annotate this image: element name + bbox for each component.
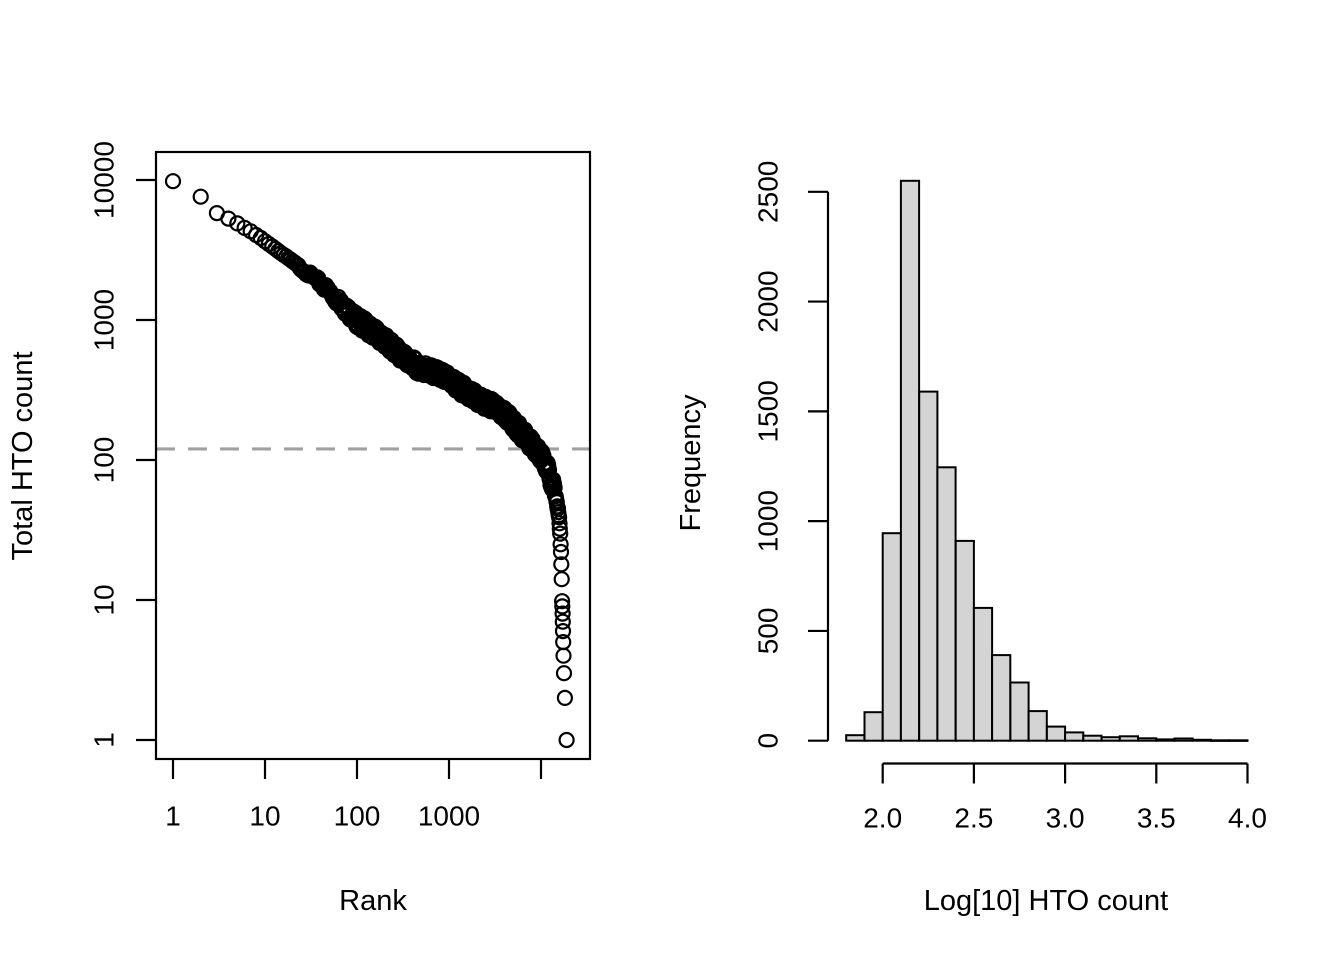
x-tick-label: 4.0 [1228, 802, 1267, 833]
y-tick-label: 2500 [752, 161, 783, 223]
y-tick-label: 1000 [752, 490, 783, 552]
y-tick-label: 1500 [752, 380, 783, 442]
histogram-bar [1210, 739, 1231, 742]
rank-plot-box [154, 150, 592, 761]
histogram-y-axis: 0 500 1000 1500 2000 2500 [752, 161, 830, 749]
data-point [555, 647, 572, 664]
x-tick-label: 3.5 [1137, 802, 1176, 833]
y-tick-label: 10000 [88, 141, 119, 219]
x-tick-label: 1000 [418, 800, 480, 831]
data-point [555, 665, 573, 682]
data-point [552, 525, 569, 542]
histogram-bar [899, 179, 921, 742]
histogram-bar [1155, 738, 1176, 742]
x-tick-label: 3.0 [1046, 802, 1085, 833]
histogram-bar [1009, 681, 1030, 742]
histogram-bar [918, 390, 939, 742]
data-point [554, 613, 571, 630]
histogram-bar [954, 539, 975, 742]
histogram-bar [1173, 737, 1194, 742]
rank-plot: 1 10 100 1000 1 10 100 1000 10000 Rank Total HT… [7, 141, 592, 917]
rank-y-axis: 1 10 100 1000 10000 [88, 141, 156, 748]
histogram-bars [845, 179, 1249, 742]
data-point [558, 731, 575, 749]
histogram-bar [972, 606, 994, 742]
y-tick-label: 2000 [752, 270, 783, 332]
rank-x-axis-title: Rank [339, 885, 407, 917]
data-point [553, 571, 570, 588]
x-tick-label: 2.0 [863, 802, 902, 833]
histogram-bar [881, 532, 902, 742]
plot-box [154, 150, 592, 761]
histogram-bar [1027, 710, 1048, 742]
data-point [554, 598, 571, 615]
rank-x-axis: 1 10 100 1000 [165, 759, 543, 831]
x-tick-label: 10 [249, 800, 280, 831]
histogram-y-axis-title: Frequency [675, 394, 707, 532]
data-point [554, 622, 572, 640]
data-point [556, 689, 574, 707]
x-tick-label: 1 [165, 800, 181, 831]
y-tick-label: 0 [752, 733, 783, 749]
histogram-bar [863, 711, 884, 742]
histogram-bar [1137, 737, 1158, 742]
data-point [551, 515, 568, 532]
histogram-bar [1082, 734, 1103, 742]
histogram-bar [1118, 735, 1140, 742]
histogram-x-axis-title: Log[10] HTO count [924, 885, 1169, 917]
y-tick-label: 1000 [88, 289, 119, 351]
y-tick-label: 1 [88, 732, 119, 748]
data-point [552, 536, 569, 553]
data-point [552, 543, 570, 561]
data-point [550, 509, 568, 526]
rank-data-points [164, 173, 575, 749]
y-tick-label: 100 [88, 437, 119, 484]
x-tick-label: 2.5 [954, 802, 993, 833]
data-point [220, 210, 237, 227]
data-point [164, 173, 182, 190]
histogram-bar [1228, 739, 1249, 742]
histogram-bar [936, 466, 957, 742]
histogram-bar [1191, 738, 1213, 742]
data-point [192, 188, 209, 205]
data-point [553, 593, 571, 610]
x-tick-label: 100 [334, 800, 381, 831]
y-tick-label: 500 [752, 608, 783, 655]
histogram-x-axis: 2.0 2.5 3.0 3.5 4.0 [863, 762, 1267, 833]
y-tick-label: 10 [88, 584, 119, 615]
histogram-bar [1064, 731, 1085, 742]
histogram-bar [1100, 736, 1121, 742]
histogram-bar [845, 734, 866, 742]
data-point [554, 605, 571, 622]
histogram-bar [991, 654, 1012, 742]
rank-y-axis-title: Total HTO count [7, 351, 39, 560]
data-point [551, 520, 568, 537]
histogram-plot: 2.0 2.5 3.0 3.5 4.0 0 500 1000 1500 2000 2500 Log… [675, 161, 1267, 917]
histogram-bar [1045, 725, 1067, 742]
